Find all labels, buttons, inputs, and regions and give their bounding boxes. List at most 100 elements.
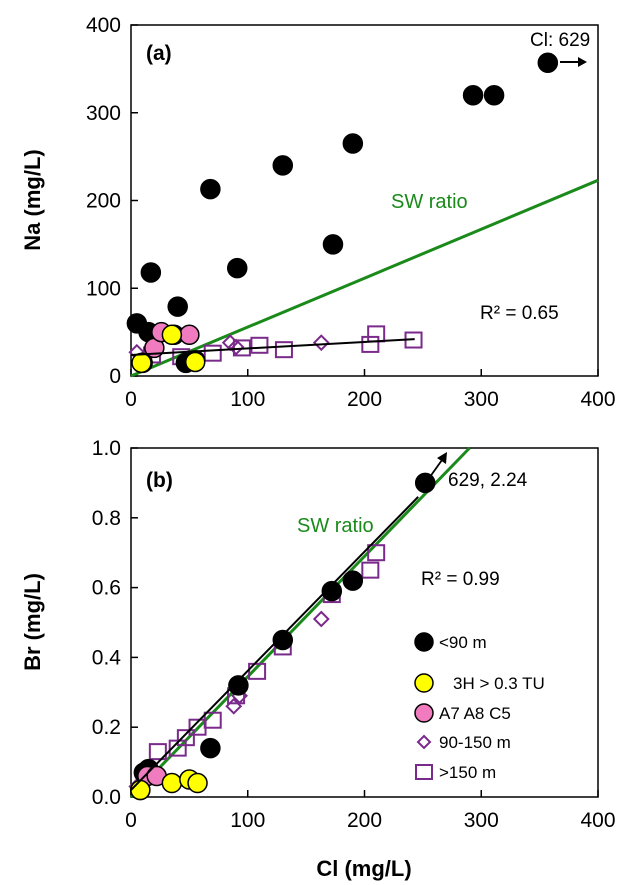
point-mid xyxy=(312,334,330,352)
panel-label-a: (a) xyxy=(146,42,172,65)
offscale-label-a: Cl: 629 xyxy=(530,30,590,51)
point-tritium xyxy=(161,324,183,346)
point-deep xyxy=(367,325,386,343)
offscale-label-b: 629, 2.24 xyxy=(448,470,528,491)
y-ticks-a: 0 100 200 300 400 xyxy=(86,14,138,388)
x-tick-label: 100 xyxy=(230,388,265,411)
point-tritium xyxy=(184,351,206,373)
x-tick-label: 300 xyxy=(464,809,499,832)
sw-ratio-line xyxy=(130,178,599,378)
r-squared-b: R² = 0.99 xyxy=(421,569,500,590)
point-mid xyxy=(227,338,245,356)
x-tick-label: 0 xyxy=(125,809,137,832)
y-tick-label: 200 xyxy=(86,190,121,213)
x-tick-label: 200 xyxy=(347,388,382,411)
point-tritium xyxy=(130,779,151,801)
point-deep xyxy=(203,711,222,729)
point-deep xyxy=(274,341,293,359)
legend-item-a7a8c5: A7 A8 C5 xyxy=(414,703,511,723)
legend-item-lt90: <90 m xyxy=(414,632,487,652)
point-lt90 xyxy=(272,629,294,651)
legend-label-lt90: <90 m xyxy=(439,633,487,652)
point-deep xyxy=(250,336,269,354)
point-lt90 xyxy=(342,133,364,154)
point-lt90 xyxy=(272,155,294,176)
y-tick-label: 0.2 xyxy=(92,716,121,739)
legend-item-tritium: 3H > 0.3 TU xyxy=(414,673,545,693)
legend-marker-deep xyxy=(415,764,433,780)
point-lt90 xyxy=(414,472,436,494)
regression-line xyxy=(130,338,415,356)
y-ticks-b: 0.0 0.2 0.4 0.6 0.8 1.0 xyxy=(92,437,138,809)
legend: <90 m 3H > 0.3 TU A7 A8 C5 90-150 m >150… xyxy=(414,632,545,782)
legend-label-deep: >150 m xyxy=(439,763,496,782)
x-ticks-a: 0 100 200 300 400 xyxy=(125,369,616,411)
regression-line xyxy=(130,496,419,791)
legend-marker-tritium xyxy=(414,673,434,693)
point-deep xyxy=(176,729,195,747)
plot-area-a xyxy=(126,52,599,378)
y-axis-label-b: Br (mg/L) xyxy=(20,573,45,671)
panel-label-b: (b) xyxy=(146,469,173,492)
x-axis-label-b: Cl (mg/L) xyxy=(316,856,411,881)
point-lt90 xyxy=(167,296,188,317)
legend-label-mid: 90-150 m xyxy=(439,733,511,752)
y-tick-label: 100 xyxy=(86,277,121,300)
point-lt90 xyxy=(321,580,343,602)
point-lt90 xyxy=(226,257,248,279)
point-lt90 xyxy=(342,570,364,591)
point-tritium xyxy=(131,352,152,374)
y-tick-label: 400 xyxy=(86,14,121,37)
y-axis-label-a: Na (mg/L) xyxy=(20,149,45,250)
legend-label-tritium: 3H > 0.3 TU xyxy=(453,674,545,693)
sw-ratio-label-b: SW ratio xyxy=(297,515,374,537)
point-deep xyxy=(367,544,386,562)
x-tick-label: 0 xyxy=(125,388,137,411)
x-tick-label: 200 xyxy=(347,809,382,832)
point-lt90 xyxy=(140,262,162,283)
legend-item-deep: >150 m xyxy=(415,763,496,782)
point-a7a8c5 xyxy=(179,324,200,346)
x-tick-label: 100 xyxy=(230,809,265,832)
point-lt90 xyxy=(483,84,505,106)
point-lt90 xyxy=(200,737,221,759)
y-tick-label: 0.4 xyxy=(92,646,122,669)
point-tritium xyxy=(187,772,208,794)
x-tick-label: 300 xyxy=(464,388,499,411)
x-tick-label: 400 xyxy=(580,809,615,832)
point-mid xyxy=(225,697,243,715)
panel-b: 0 100 200 300 400 0.0 0.2 0.4 0.6 0.8 1.0 Br (mg/… xyxy=(20,437,616,881)
y-tick-label: 1.0 xyxy=(92,437,121,460)
plot-area-b xyxy=(128,446,471,801)
point-deep xyxy=(361,561,380,579)
legend-item-mid: 90-150 m xyxy=(416,733,511,752)
legend-marker-a7a8c5 xyxy=(414,703,434,723)
legend-label-a7a8c5: A7 A8 C5 xyxy=(439,704,511,723)
sw-ratio-line xyxy=(129,446,471,799)
point-deep xyxy=(203,344,222,362)
y-tick-label: 300 xyxy=(86,102,121,125)
point-lt90 xyxy=(537,52,559,73)
point-deep xyxy=(361,335,380,353)
offscale-arrow-b xyxy=(426,452,447,482)
panel-a: 0 100 200 300 400 0 100 200 300 400 Na (mg/L) (a… xyxy=(20,14,616,411)
point-deep xyxy=(148,743,167,761)
legend-marker-mid xyxy=(416,734,432,750)
point-lt90 xyxy=(228,675,249,696)
point-mid xyxy=(312,610,330,628)
point-deep xyxy=(248,662,267,680)
y-tick-label: 0.6 xyxy=(92,577,121,600)
legend-marker-lt90 xyxy=(414,632,434,652)
point-lt90 xyxy=(200,178,221,200)
point-tritium xyxy=(161,772,183,794)
sw-ratio-label-a: SW ratio xyxy=(391,191,468,213)
point-lt90 xyxy=(322,234,344,255)
r-squared-a: R² = 0.65 xyxy=(480,303,559,324)
x-tick-label: 400 xyxy=(580,388,615,411)
y-tick-label: 0.8 xyxy=(92,507,121,530)
offscale-arrow-a xyxy=(560,57,587,67)
point-lt90 xyxy=(462,84,484,106)
y-tick-label: 0 xyxy=(109,365,121,388)
y-tick-label: 0.0 xyxy=(92,786,121,809)
